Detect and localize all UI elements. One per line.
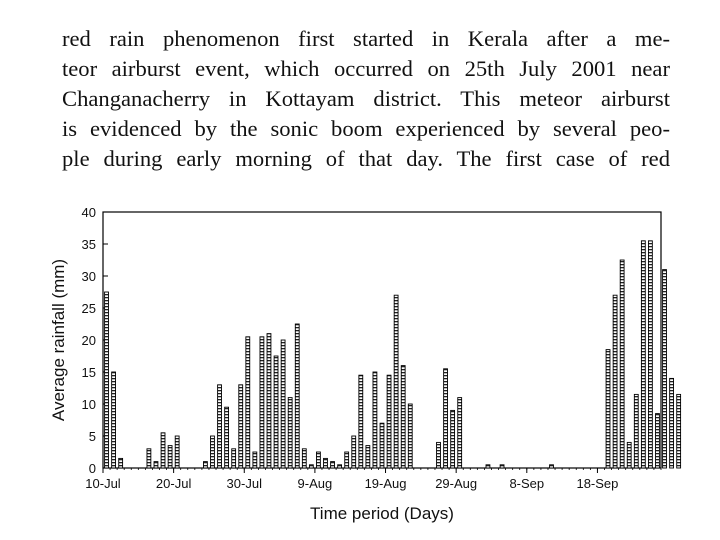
rainfall-bar: [153, 461, 159, 469]
rainfall-bar: [217, 384, 222, 469]
rainfall-bar: [104, 291, 109, 469]
rainfall-bar: [457, 397, 463, 469]
y-tick-label: 5: [89, 429, 96, 444]
rainfall-bar: [167, 445, 173, 469]
x-tick-label: 9-Aug: [298, 476, 333, 491]
y-tick-label: 15: [82, 365, 96, 380]
rainfall-bar: [626, 441, 632, 469]
rainfall-bar: [330, 461, 335, 469]
rainfall-bar: [633, 393, 639, 469]
rainfall-bar: [266, 333, 272, 469]
rainfall-bar: [344, 451, 350, 469]
y-tick-label: 40: [82, 205, 96, 220]
paragraph-line: red rain phenomenon first started in Ker…: [62, 26, 670, 51]
rainfall-bar: [372, 371, 378, 469]
rainfall-bar: [648, 240, 653, 469]
rainfall-bar: [316, 451, 321, 469]
rainfall-bar: [301, 448, 307, 469]
rainfall-bar: [386, 374, 392, 469]
rainfall-bar: [612, 294, 618, 469]
rainfall-bar: [351, 435, 357, 469]
rainfall-bar: [259, 336, 265, 469]
rainfall-bar: [619, 259, 625, 469]
rainfall-bar: [245, 336, 251, 469]
y-tick-label: 30: [82, 269, 96, 284]
rainfall-bar: [231, 448, 237, 469]
rainfall-bar: [337, 464, 343, 469]
y-tick-label: 10: [82, 397, 96, 412]
rainfall-bar: [669, 377, 674, 469]
x-axis: 10-Jul 20-Jul 30-Jul 9-Aug 19-Aug 29-Aug 8-Sep…: [85, 468, 662, 491]
rainfall-bar: [238, 384, 244, 469]
x-tick-label: 19-Aug: [365, 476, 407, 491]
rainfall-bar: [379, 422, 385, 469]
rainfall-bar: [640, 240, 646, 469]
x-tick-label: 30-Jul: [227, 476, 263, 491]
rainfall-bar: [294, 323, 300, 469]
rainfall-bar: [407, 403, 413, 469]
rainfall-bar: [662, 269, 667, 469]
rainfall-bar: [400, 365, 406, 469]
rainfall-bar: [358, 374, 364, 469]
rainfall-bar: [146, 448, 152, 469]
x-tick-label: 20-Jul: [156, 476, 192, 491]
rainfall-bar: [393, 294, 399, 469]
rainfall-bar: [436, 441, 441, 469]
rainfall-bar: [210, 435, 215, 469]
paragraph-line: ple during early morning of that day. Th…: [62, 146, 670, 171]
rainfall-bar: [605, 349, 611, 469]
x-tick-label: 8-Sep: [509, 476, 544, 491]
rainfall-bar: [273, 355, 279, 469]
rainfall-bar: [485, 464, 491, 469]
x-tick-label: 29-Aug: [435, 476, 477, 491]
body-paragraph: red rain phenomenon first started in Ker…: [62, 24, 670, 174]
y-tick-label: 0: [89, 461, 96, 476]
rainfall-bar: [252, 451, 258, 469]
x-tick-label: 18-Sep: [576, 476, 618, 491]
rainfall-bar: [676, 393, 682, 469]
y-tick-label: 25: [82, 301, 96, 316]
rainfall-bar: [160, 432, 166, 469]
rainfall-bar: [224, 406, 229, 469]
rainfall-bar: [655, 413, 660, 469]
paragraph-line: teor airburst event, which occurred on 2…: [62, 56, 670, 81]
rainfall-bar: [323, 457, 328, 469]
x-tick-label: 10-Jul: [85, 476, 121, 491]
y-tick-label: 20: [82, 333, 96, 348]
x-axis-label: Time period (Days): [310, 504, 454, 523]
rainfall-bar: [499, 464, 505, 469]
rainfall-bar: [443, 368, 448, 469]
rainfall-bar: [174, 435, 180, 469]
rainfall-bar: [203, 461, 208, 469]
rainfall-bar: [365, 445, 371, 469]
rainfall-bar-chart: 0 5 10 15 20 25 30 35 40 10-Jul 20-Jul 30-Jul 9-Aug…: [49, 205, 682, 523]
bar-series: [104, 240, 682, 469]
rainfall-bar: [549, 464, 554, 469]
y-axis-label: Average rainfall (mm): [49, 259, 68, 421]
paragraph-line: is evidenced by the sonic boom experienc…: [62, 116, 670, 141]
paragraph-line: Changanacherry in Kottayam district. Thi…: [62, 86, 670, 111]
rainfall-bar: [450, 409, 456, 469]
rainfall-bar: [287, 397, 293, 469]
rainfall-bar: [280, 339, 286, 469]
rainfall-bar: [118, 457, 124, 469]
y-tick-label: 35: [82, 237, 96, 252]
rainfall-bar: [111, 371, 116, 469]
rainfall-bar: [308, 464, 314, 469]
y-axis: 0 5 10 15 20 25 30 35 40: [82, 205, 108, 476]
